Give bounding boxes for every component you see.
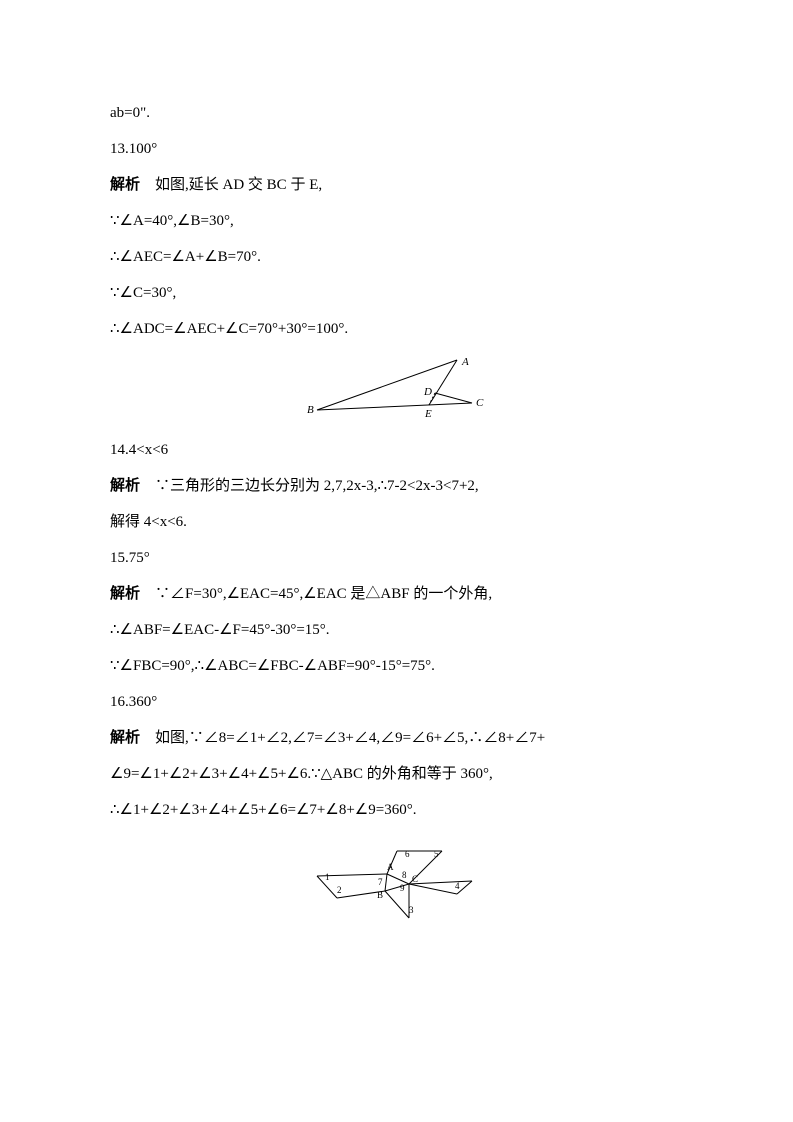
text-line: 15.75° — [110, 540, 683, 576]
svg-text:C: C — [412, 874, 418, 884]
diagram-svg-1: A B C DE — [307, 355, 487, 420]
text-line: ∴∠ABF=∠EAC-∠F=45°-30°=15°. — [110, 612, 683, 648]
svg-text:B: B — [377, 890, 383, 900]
text-line: 解析 如图,∵∠8=∠1+∠2,∠7=∠3+∠4,∠9=∠6+∠5,∴∠8+∠7… — [110, 720, 683, 756]
svg-text:4: 4 — [455, 881, 460, 891]
svg-text:3: 3 — [409, 905, 414, 915]
diagram-svg-2: 12 3 4 5 6 7 8 9 A B C — [307, 836, 487, 926]
svg-text:A: A — [387, 862, 394, 872]
label-analysis: 解析 — [110, 177, 140, 193]
text-line: ∵∠A=40°,∠B=30°, — [110, 203, 683, 239]
text-line: ∵∠C=30°, — [110, 275, 683, 311]
svg-text:1: 1 — [325, 872, 330, 882]
text-line: ab=0". — [110, 95, 683, 131]
text-span: 如图,延长 AD 交 BC 于 E, — [140, 177, 322, 193]
svg-text:D: D — [423, 386, 432, 398]
figure-triangle-2: 12 3 4 5 6 7 8 9 A B C — [110, 836, 683, 930]
text-span: ∵∠F=30°,∠EAC=45°,∠EAC 是△ABF 的一个外角, — [140, 586, 492, 602]
text-line: ∴∠1+∠2+∠3+∠4+∠5+∠6=∠7+∠8+∠9=360°. — [110, 792, 683, 828]
svg-text:8: 8 — [402, 870, 407, 880]
text-line: ∴∠ADC=∠AEC+∠C=70°+30°=100°. — [110, 311, 683, 347]
figure-triangle-1: A B C DE — [110, 355, 683, 424]
text-line: 14.4<x<6 — [110, 432, 683, 468]
text-line: 解析 如图,延长 AD 交 BC 于 E, — [110, 167, 683, 203]
text-line: ∴∠AEC=∠A+∠B=70°. — [110, 239, 683, 275]
text-line: 解析 ∵三角形的三边长分别为 2,7,2x-3,∴7-2<2x-3<7+2, — [110, 468, 683, 504]
svg-text:7: 7 — [378, 877, 383, 887]
label-analysis: 解析 — [110, 730, 140, 746]
svg-text:C: C — [476, 397, 484, 409]
svg-text:E: E — [424, 408, 432, 420]
svg-text:6: 6 — [405, 849, 410, 859]
text-line: ∵∠FBC=90°,∴∠ABC=∠FBC-∠ABF=90°-15°=75°. — [110, 648, 683, 684]
text-line: 解得 4<x<6. — [110, 504, 683, 540]
text-line: 13.100° — [110, 131, 683, 167]
text-line: 解析 ∵∠F=30°,∠EAC=45°,∠EAC 是△ABF 的一个外角, — [110, 576, 683, 612]
text-span: ∵三角形的三边长分别为 2,7,2x-3,∴7-2<2x-3<7+2, — [140, 478, 479, 494]
label-analysis: 解析 — [110, 478, 140, 494]
svg-text:5: 5 — [434, 849, 439, 859]
label-analysis: 解析 — [110, 586, 140, 602]
text-line: 16.360° — [110, 684, 683, 720]
svg-text:2: 2 — [337, 885, 342, 895]
svg-text:B: B — [307, 404, 314, 416]
text-span: 如图,∵∠8=∠1+∠2,∠7=∠3+∠4,∠9=∠6+∠5,∴∠8+∠7+ — [140, 730, 545, 746]
svg-text:A: A — [461, 356, 469, 368]
page-content: ab=0". 13.100° 解析 如图,延长 AD 交 BC 于 E, ∵∠A… — [0, 0, 793, 998]
svg-text:9: 9 — [400, 883, 405, 893]
text-line: ∠9=∠1+∠2+∠3+∠4+∠5+∠6.∵△ABC 的外角和等于 360°, — [110, 756, 683, 792]
